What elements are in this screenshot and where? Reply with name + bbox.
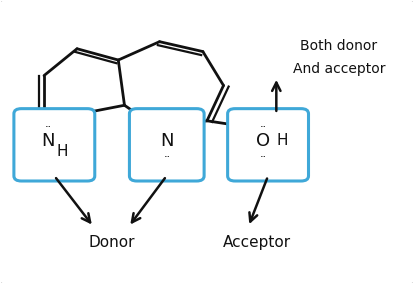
Text: ¨: ¨	[45, 125, 51, 138]
Text: H: H	[276, 133, 287, 148]
Text: O: O	[255, 131, 270, 150]
Text: Acceptor: Acceptor	[222, 235, 290, 250]
Text: N: N	[41, 131, 55, 150]
Text: ¨: ¨	[163, 155, 169, 168]
FancyBboxPatch shape	[129, 109, 204, 181]
FancyBboxPatch shape	[227, 109, 308, 181]
Text: ¨: ¨	[259, 125, 266, 138]
Text: Both donor: Both donor	[300, 39, 377, 53]
Text: N: N	[159, 131, 173, 150]
Text: H: H	[57, 144, 68, 159]
Text: ¨: ¨	[259, 155, 266, 168]
Text: Donor: Donor	[89, 235, 135, 250]
FancyBboxPatch shape	[14, 109, 95, 181]
Text: And acceptor: And acceptor	[292, 62, 385, 76]
